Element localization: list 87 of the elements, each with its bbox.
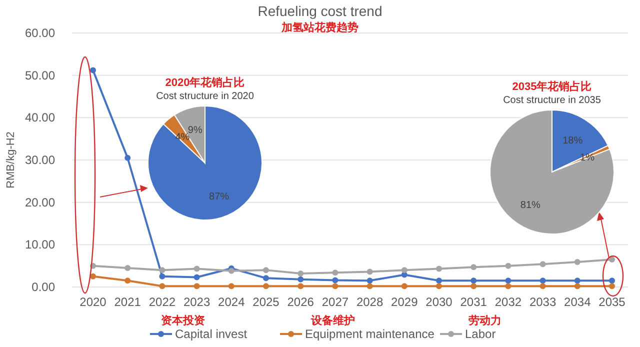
x-tick-label: 2022 — [148, 295, 176, 309]
point — [470, 283, 477, 290]
point — [124, 154, 131, 161]
y-axis-title: RMB/kg-H2 — [5, 132, 17, 188]
x-tick-label: 2035 — [598, 295, 626, 309]
x-tick-label: 2025 — [252, 295, 280, 309]
pie-slice — [148, 106, 262, 220]
point — [228, 268, 234, 274]
data-label: 18% — [562, 136, 583, 147]
x-tick-label: 2032 — [494, 295, 522, 309]
x-tick-label: 2021 — [114, 295, 142, 309]
point — [401, 283, 408, 290]
x-tick-label: 2026 — [287, 295, 314, 309]
y-tick-label: 40.00 — [24, 110, 56, 125]
y-tick-label: 0.00 — [32, 280, 56, 294]
y-tick-label: 60.00 — [24, 26, 56, 40]
text: 资本投资 — [161, 314, 205, 327]
point — [263, 267, 269, 274]
chart-subtitle: 加氢站花费趋势 — [280, 21, 358, 34]
point — [366, 278, 373, 284]
text: 劳动力 — [468, 314, 502, 327]
point — [124, 278, 131, 284]
point — [298, 270, 304, 276]
point — [540, 283, 546, 290]
point — [228, 283, 234, 290]
point — [505, 283, 512, 290]
x-tick-label: 2029 — [391, 295, 418, 309]
point — [194, 274, 200, 280]
point — [366, 268, 373, 275]
x-tick-label: 2030 — [426, 295, 453, 309]
point — [609, 256, 615, 262]
data-label: 81% — [520, 200, 541, 211]
point — [609, 283, 615, 290]
point — [401, 267, 408, 274]
point — [505, 262, 512, 269]
point — [436, 266, 442, 272]
y-tick-label: 30.00 — [24, 153, 56, 167]
text: 设备维护 — [310, 314, 355, 327]
point — [366, 283, 373, 290]
data-label: 87% — [209, 191, 230, 202]
point — [505, 278, 512, 284]
point — [194, 283, 200, 290]
x-tick-label: 2031 — [460, 295, 488, 309]
point — [159, 267, 166, 274]
x-tick-label: 2034 — [564, 295, 592, 309]
point — [436, 283, 442, 290]
legend-label: Equipment maintenance — [305, 327, 435, 341]
x-tick-label: 2033 — [529, 295, 556, 309]
point — [194, 266, 200, 272]
y-tick-label: 20.00 — [24, 195, 56, 210]
legend-label: Labor — [465, 327, 496, 341]
point — [332, 277, 338, 284]
x-tick-label: 2028 — [356, 295, 384, 309]
point — [574, 278, 580, 284]
point — [159, 273, 166, 280]
point — [332, 270, 338, 276]
point — [436, 278, 442, 284]
x-tick-label: 2024 — [218, 295, 246, 309]
pie-slice — [490, 110, 614, 234]
y-tick-label: 10.00 — [24, 238, 56, 252]
chart-title: 2020年花销占比 — [165, 76, 245, 89]
x-tick-label: 2023 — [183, 295, 210, 309]
point — [470, 278, 477, 284]
point — [90, 67, 96, 74]
point — [574, 283, 580, 290]
chart-subtitle: Cost structure in 2020 — [156, 91, 254, 102]
point — [332, 283, 338, 290]
data-label: 9% — [188, 125, 202, 136]
legend-label: Capital invest — [175, 327, 248, 341]
point — [90, 273, 96, 280]
point — [159, 283, 166, 290]
point — [540, 278, 546, 284]
point — [263, 283, 269, 290]
point — [298, 283, 304, 290]
y-tick-label: 50.00 — [24, 68, 56, 82]
point — [263, 275, 269, 282]
point — [609, 278, 615, 284]
chart-subtitle: Cost structure in 2035 — [503, 95, 602, 106]
point — [574, 259, 580, 266]
chart-title: 2035年花销占比 — [512, 80, 592, 93]
point — [470, 264, 477, 270]
point — [298, 276, 304, 282]
point — [124, 264, 131, 271]
point — [540, 261, 546, 268]
chart-title: Refueling cost trend — [258, 3, 382, 19]
x-tick-label: 2027 — [322, 295, 349, 309]
x-tick-label: 2020 — [80, 295, 107, 309]
